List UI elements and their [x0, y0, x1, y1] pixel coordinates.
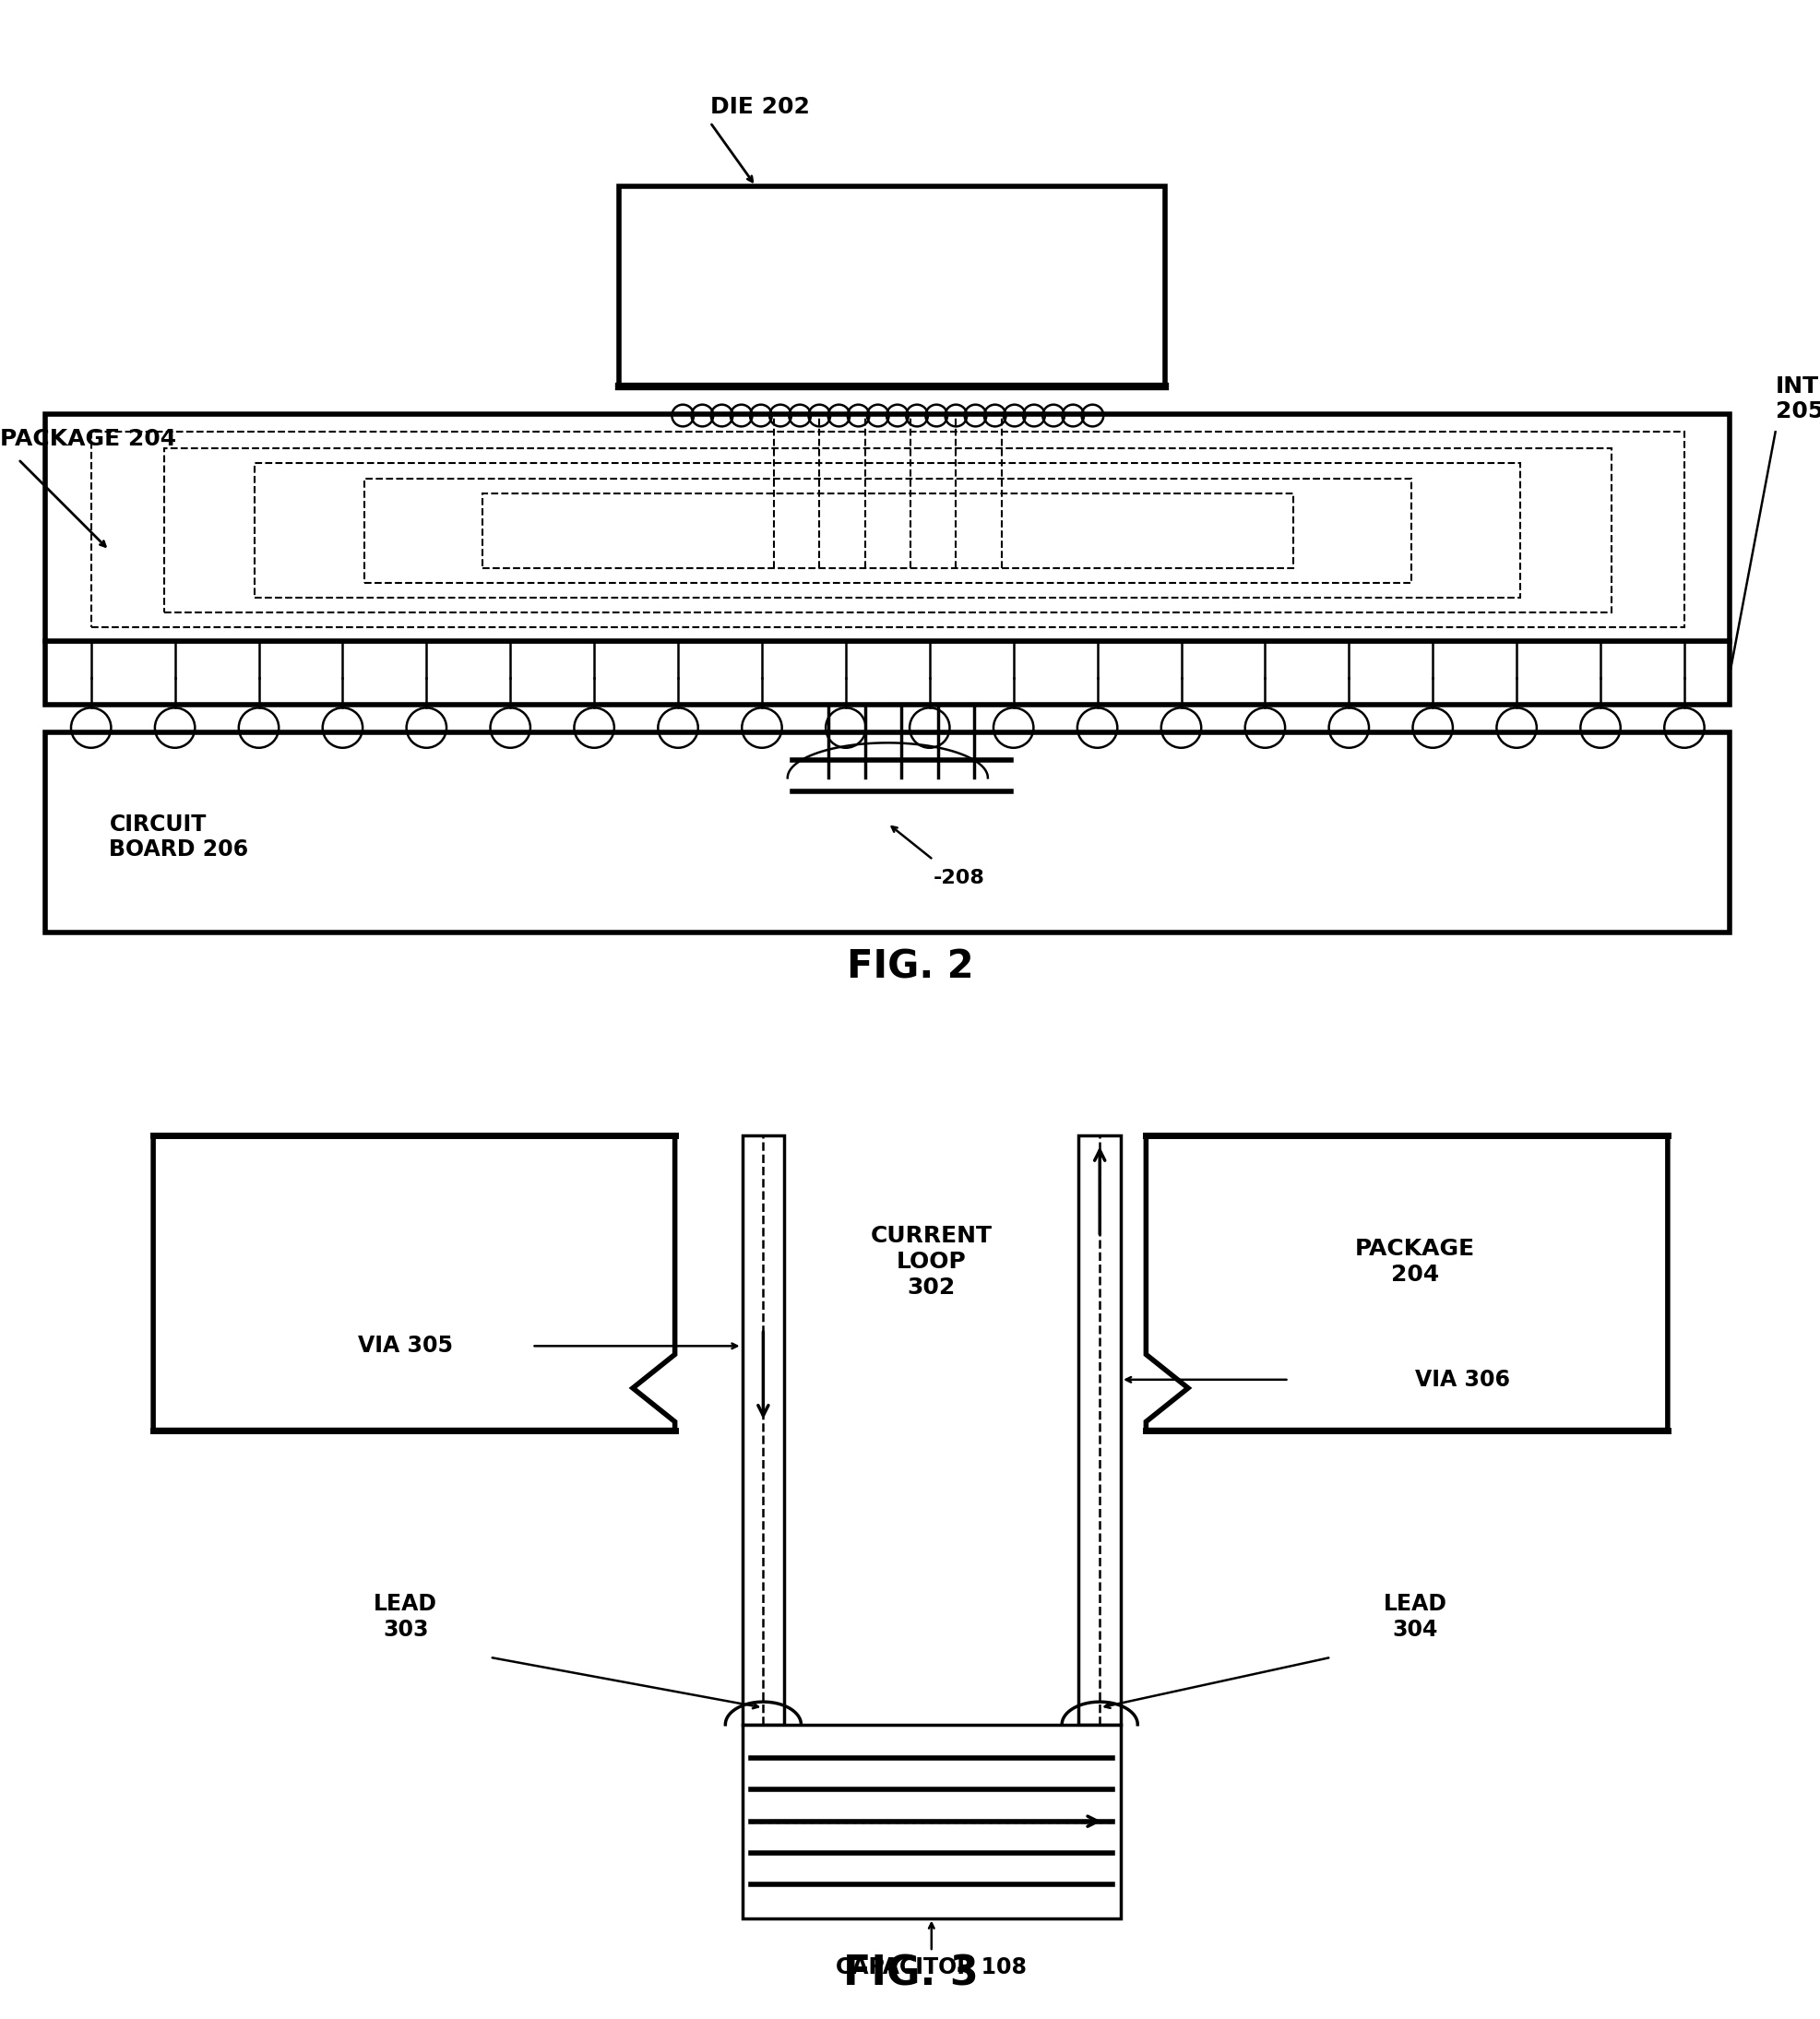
Bar — [619, 186, 1165, 386]
Text: LEAD
303: LEAD 303 — [373, 1593, 437, 1639]
Bar — [482, 495, 1292, 569]
Text: INTERPOSER
205: INTERPOSER 205 — [1774, 376, 1820, 422]
Text: CIRCUIT
BOARD 206: CIRCUIT BOARD 206 — [109, 814, 249, 860]
Text: LEAD
304: LEAD 304 — [1383, 1593, 1447, 1639]
Polygon shape — [1145, 1135, 1667, 1429]
Text: PACKAGE 204: PACKAGE 204 — [0, 428, 177, 450]
Bar — [46, 642, 1729, 705]
Text: VIA 306: VIA 306 — [1414, 1369, 1509, 1391]
Bar — [364, 479, 1410, 583]
Text: -208: -208 — [932, 868, 985, 886]
Bar — [46, 733, 1729, 933]
Polygon shape — [153, 1135, 675, 1429]
Bar — [1077, 1135, 1121, 1724]
Bar — [743, 1135, 784, 1724]
Bar — [743, 1724, 1121, 1918]
Text: CAPACITOR 108: CAPACITOR 108 — [835, 1956, 1026, 1979]
Text: FIG. 2: FIG. 2 — [846, 947, 974, 987]
Text: DIE 202: DIE 202 — [710, 95, 810, 117]
Text: VIA 305: VIA 305 — [359, 1335, 453, 1357]
Text: PACKAGE
204: PACKAGE 204 — [1354, 1238, 1474, 1286]
Text: FIG. 3: FIG. 3 — [843, 1954, 977, 1995]
Bar — [91, 432, 1684, 628]
Bar — [164, 448, 1611, 612]
Bar — [255, 462, 1520, 598]
Bar — [46, 414, 1729, 642]
Text: CURRENT
LOOP
302: CURRENT LOOP 302 — [870, 1226, 992, 1298]
